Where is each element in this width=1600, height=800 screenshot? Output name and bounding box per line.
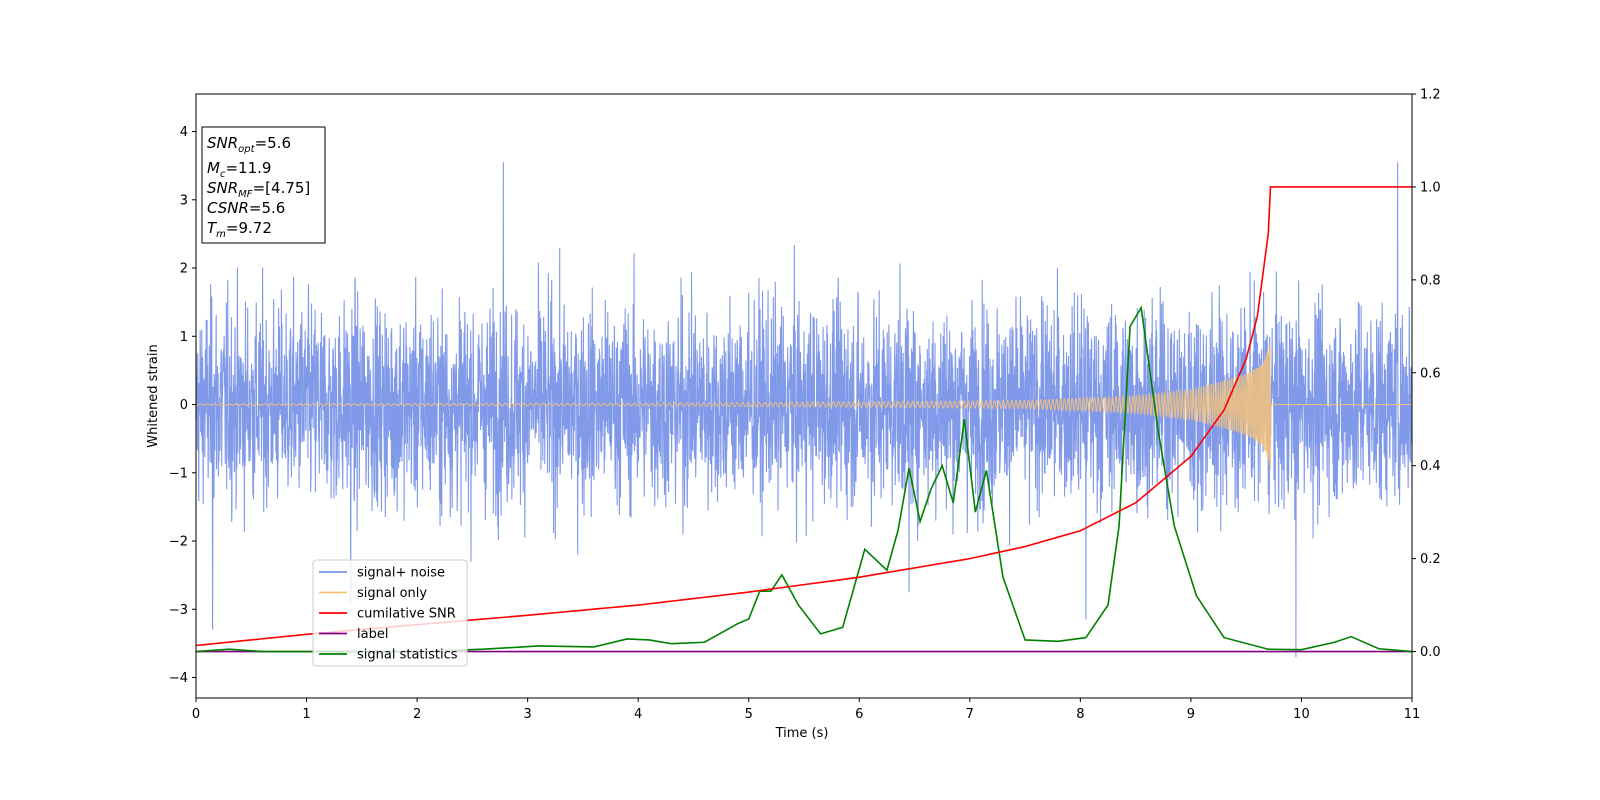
x-tick-label: 10 [1293,707,1310,722]
y-tick-label: 4 [180,125,188,140]
info-tm: Tm=9.72 [207,219,272,240]
x-tick-label: 8 [1076,707,1084,722]
x-tick-label: 9 [1187,707,1195,722]
y2-tick-label: 1.2 [1420,88,1441,103]
legend-label: label [357,627,388,642]
x-tick-label: 11 [1404,707,1421,722]
y-tick-label: −2 [169,535,188,550]
legend-label: signal only [357,586,427,601]
y-tick-label: −1 [169,466,188,481]
info-snr-mf: SNRMF=[4.75] [207,179,310,200]
y-axis-label: Whitened strain [146,344,161,447]
y2-tick-label: 1.0 [1420,180,1441,195]
x-tick-label: 5 [745,707,753,722]
info-box: SNRopt=5.6 Mc=11.9 SNRMF=[4.75] CSNR=5.6… [201,126,326,244]
series-signal-statistics [196,305,1412,653]
y-tick-label: 0 [180,398,188,413]
legend-label: signal statistics [357,648,458,663]
info-snr-opt: SNRopt=5.6 [207,134,291,155]
x-tick-label: 7 [966,707,974,722]
x-tick-label: 6 [855,707,863,722]
x-tick-label: 4 [634,707,642,722]
x-tick-label: 2 [413,707,421,722]
x-axis: 0 1 2 3 4 5 6 7 8 9 10 11 [192,698,1420,722]
series-cumulative-snr [196,186,1412,647]
series-signal-only [196,344,1412,470]
x-tick-label: 3 [523,707,531,722]
y-tick-label: 2 [180,262,188,277]
y2-tick-label: 0.8 [1420,273,1441,288]
y-axis-right: 0.0 0.2 0.4 0.6 0.8 1.0 1.2 [1412,88,1441,660]
y-axis-left: −4 −3 −2 −1 0 1 2 3 4 [169,125,196,686]
y-tick-label: −4 [169,671,188,686]
y2-tick-label: 0.0 [1420,645,1441,660]
info-mc: Mc=11.9 [207,159,271,180]
x-axis-label: Time (s) [775,726,829,741]
y2-tick-label: 0.2 [1420,552,1441,567]
legend-label: cumilative SNR [357,607,456,622]
legend-frame [312,559,468,667]
y2-tick-label: 0.6 [1420,366,1441,381]
y-tick-label: 3 [180,193,188,208]
legend-label: signal+ noise [357,566,445,581]
plot-frame [195,93,1413,699]
x-tick-label: 1 [302,707,310,722]
x-tick-label: 0 [192,707,200,722]
legend: signal+ noise signal only cumilative SNR la… [312,559,468,667]
y2-tick-label: 0.4 [1420,459,1441,474]
y-tick-label: −3 [169,603,188,618]
info-csnr: CSNR=5.6 [207,199,285,217]
y-tick-label: 1 [180,330,188,345]
